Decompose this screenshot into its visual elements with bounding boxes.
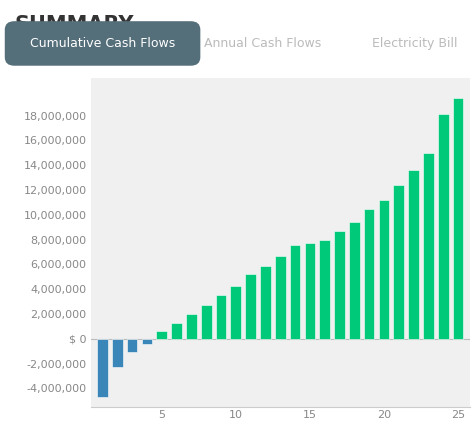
Bar — [378, 200, 388, 339]
Bar — [259, 266, 270, 339]
Bar — [97, 339, 108, 397]
Bar — [230, 285, 241, 339]
Bar — [407, 170, 418, 339]
Bar — [363, 209, 374, 339]
Bar — [452, 98, 462, 339]
Bar — [186, 314, 196, 339]
Bar — [304, 243, 315, 339]
Text: Electricity Bill: Electricity Bill — [371, 37, 457, 50]
Bar — [274, 256, 285, 339]
Bar — [141, 339, 152, 344]
Bar — [200, 305, 211, 339]
Bar — [334, 231, 344, 339]
Bar — [422, 153, 433, 339]
Bar — [215, 296, 226, 339]
Bar — [156, 332, 167, 339]
Bar — [437, 114, 447, 339]
Bar — [348, 222, 359, 339]
Bar — [127, 339, 137, 352]
Bar — [289, 245, 300, 339]
Bar — [393, 185, 403, 339]
Bar — [171, 323, 181, 339]
Bar — [245, 274, 256, 339]
Bar — [318, 240, 329, 339]
Text: Annual Cash Flows: Annual Cash Flows — [203, 37, 320, 50]
FancyBboxPatch shape — [5, 21, 200, 66]
Bar — [112, 339, 122, 367]
Text: SUMMARY: SUMMARY — [14, 15, 134, 35]
Text: Cumulative Cash Flows: Cumulative Cash Flows — [30, 37, 175, 50]
